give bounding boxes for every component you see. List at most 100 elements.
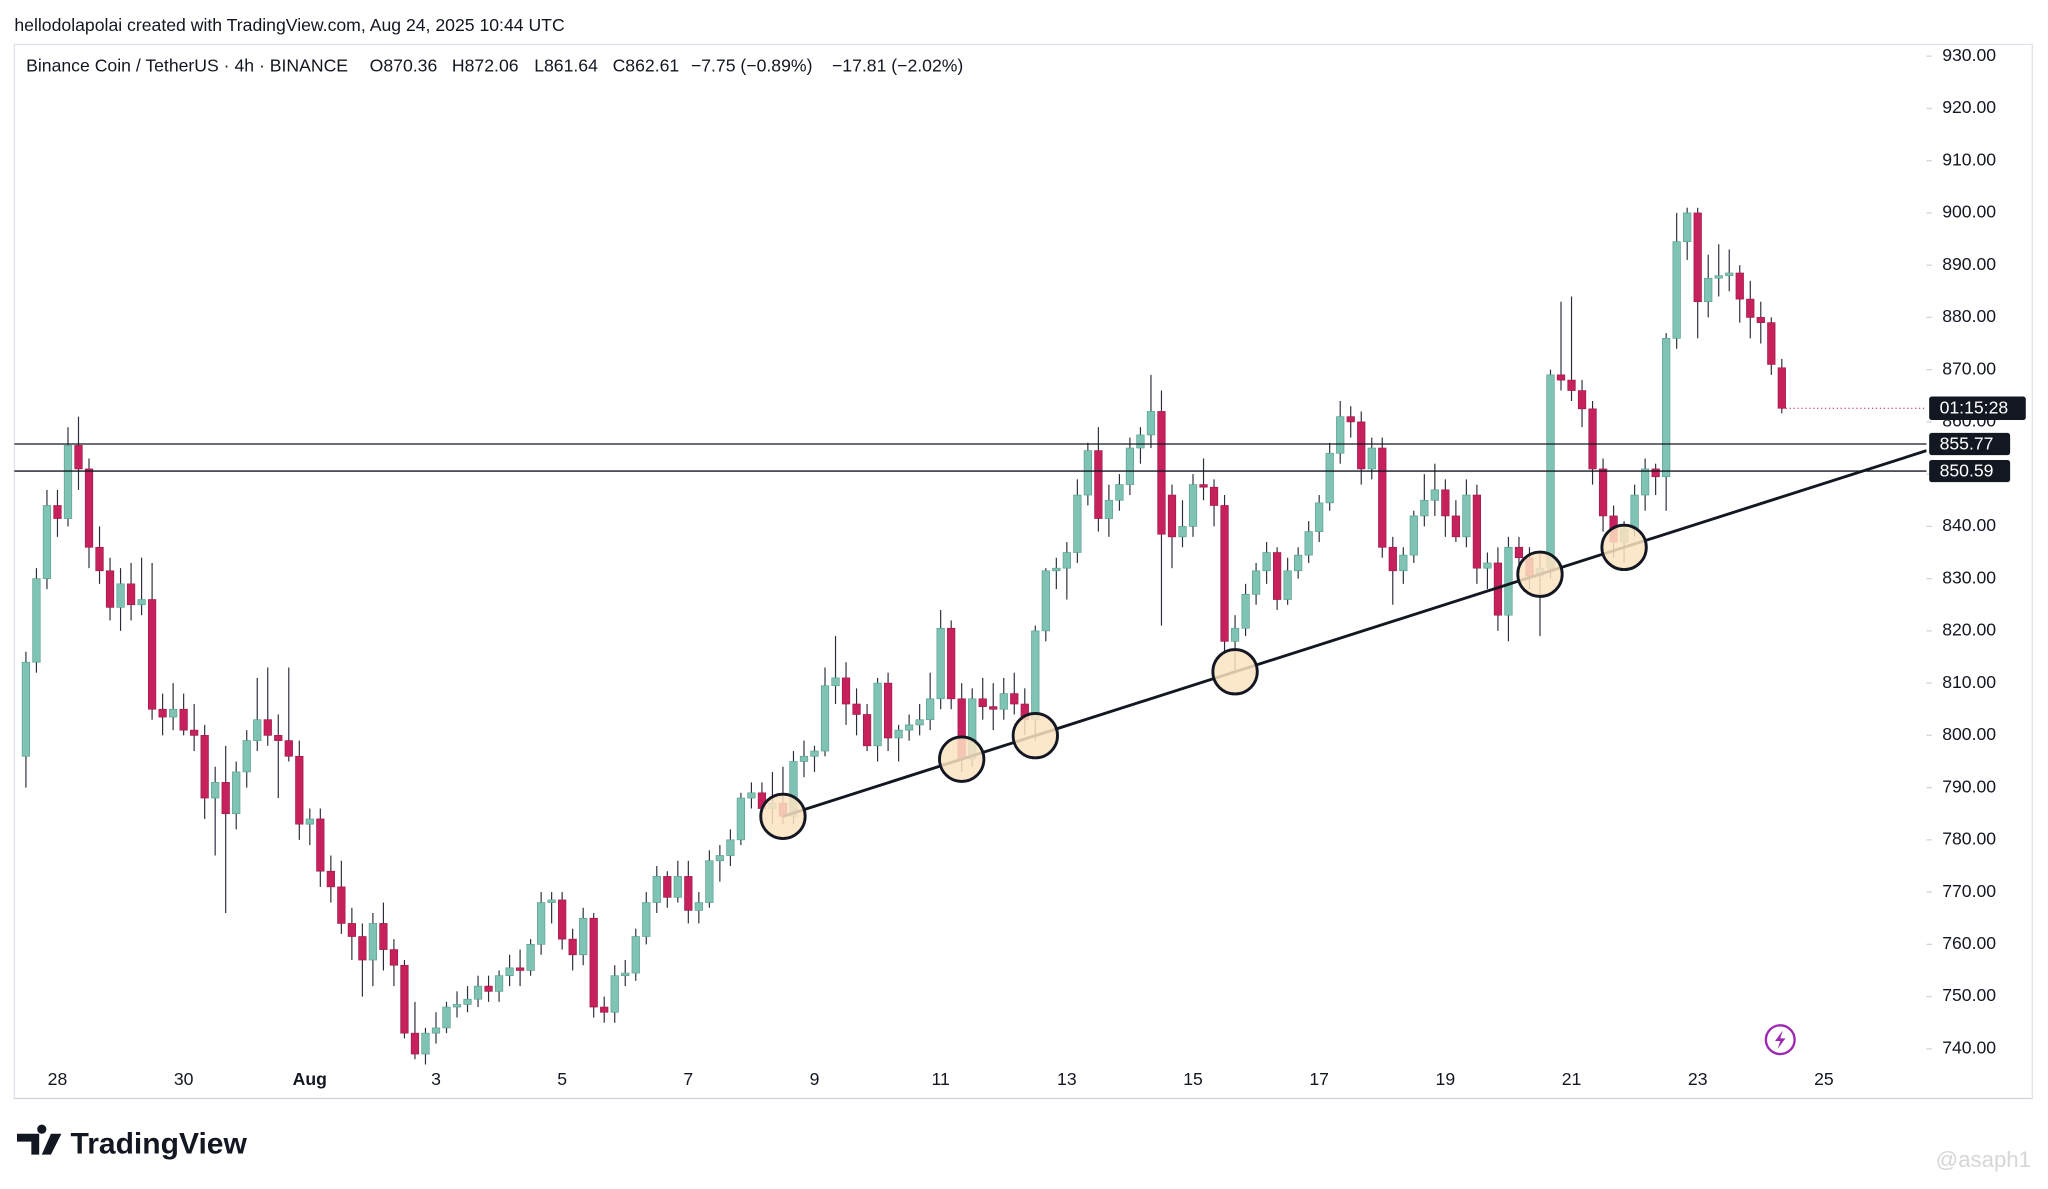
candle-body <box>1336 416 1345 454</box>
x-tick-label: 19 <box>1436 1069 1456 1089</box>
candle-body <box>1083 450 1092 496</box>
candle-body <box>95 546 104 572</box>
candle-body <box>1262 552 1271 572</box>
candle-body <box>1683 212 1692 242</box>
candle-body <box>715 855 724 862</box>
touch-circle <box>1211 648 1259 696</box>
candle-body <box>673 876 682 898</box>
candle-body <box>274 735 283 741</box>
candle-body <box>841 677 851 705</box>
countdown-tag <box>1929 396 2026 421</box>
candle-body <box>894 729 903 739</box>
level-tag <box>1929 432 2011 456</box>
candle-body <box>820 685 830 752</box>
candle-body <box>358 936 367 961</box>
candle-body <box>1136 434 1145 449</box>
candle-body <box>232 771 241 815</box>
y-tick-label: 890.00 <box>1942 254 1996 274</box>
brand-logo: TradingView <box>16 1124 248 1160</box>
candle-body <box>116 583 125 608</box>
candle-body <box>1704 277 1713 303</box>
candle-body <box>190 729 199 736</box>
candle-body <box>1430 489 1439 501</box>
candle-body <box>1357 421 1366 470</box>
y-tick-label: 750.00 <box>1942 985 1996 1005</box>
candle-body <box>484 985 493 992</box>
candle-body <box>1735 272 1744 300</box>
candle-body <box>1388 546 1397 572</box>
candle-body <box>1125 447 1135 485</box>
alert-circle <box>1764 1024 1796 1056</box>
candle-body <box>1378 447 1387 548</box>
y-tick-label: 830.00 <box>1942 567 1996 587</box>
candle-body <box>558 899 567 940</box>
legend-change-2: −17.81 (−2.02%) <box>832 55 963 75</box>
touch-circle <box>1600 523 1648 571</box>
candle-body <box>589 917 598 1008</box>
alert-icon <box>1764 1024 1796 1056</box>
candle-body <box>852 703 861 715</box>
candle-body <box>883 682 893 739</box>
candle-body <box>1010 693 1019 705</box>
candle-body <box>1462 494 1471 538</box>
y-tick-label: 910.00 <box>1942 149 1996 169</box>
touch-circle <box>759 792 807 840</box>
candle-body <box>621 972 630 977</box>
candle-body <box>1725 272 1734 276</box>
candle-body <box>1588 408 1597 470</box>
brand-name: TradingView <box>71 1127 248 1160</box>
candle-body <box>253 719 262 741</box>
candle-body <box>1472 494 1482 569</box>
candle-body <box>1073 494 1082 553</box>
candle-body <box>1346 416 1355 423</box>
candle-body <box>1420 499 1429 517</box>
candle-body <box>305 818 314 825</box>
candle-body <box>1167 494 1177 538</box>
candle-body <box>1672 241 1681 339</box>
candle-body <box>1052 567 1061 572</box>
y-tick-label: 760.00 <box>1942 933 1996 953</box>
y-tick-label: 840.00 <box>1942 515 1996 535</box>
candle-body <box>1662 337 1671 478</box>
candle-body <box>747 792 756 799</box>
x-tick-label: 13 <box>1057 1069 1077 1089</box>
x-tick-label: 9 <box>810 1069 820 1089</box>
candle-body <box>989 706 998 710</box>
candle-body <box>421 1032 430 1055</box>
y-tick-label: 870.00 <box>1942 358 1996 378</box>
candle-body <box>431 1027 441 1034</box>
candle-body <box>1188 484 1198 527</box>
candle-body <box>694 902 703 911</box>
candle-body <box>1283 570 1292 600</box>
candle-body <box>53 505 62 519</box>
candle-body <box>610 975 619 1013</box>
candle-body <box>400 964 409 1034</box>
y-tick-label: 820.00 <box>1942 620 1996 640</box>
candle-body <box>1294 554 1303 572</box>
candle-body <box>831 677 840 687</box>
candle-body <box>368 923 378 961</box>
y-tick-label: 790.00 <box>1942 776 1996 796</box>
candle-body <box>1146 411 1156 436</box>
candle-body <box>295 755 304 825</box>
candle-body <box>705 860 714 903</box>
candle-body <box>1104 499 1114 519</box>
candle-body <box>1094 450 1103 519</box>
candle-body <box>473 985 483 1000</box>
legend-low: L861.64 <box>534 55 598 75</box>
candle-body <box>978 698 987 707</box>
candle-body <box>1115 484 1124 501</box>
x-tick-label: Aug <box>293 1069 327 1089</box>
candle-body <box>1062 552 1071 569</box>
candle-body <box>1714 275 1723 279</box>
candle-body <box>663 876 672 898</box>
candle-body <box>1157 411 1166 535</box>
candle-body <box>915 719 924 726</box>
x-tick-label: 25 <box>1814 1069 1834 1089</box>
candle-body <box>1514 546 1524 559</box>
candle-body <box>873 682 882 747</box>
touch-circle <box>1516 550 1564 598</box>
candle-body <box>1209 486 1219 506</box>
candle-body <box>631 936 640 974</box>
